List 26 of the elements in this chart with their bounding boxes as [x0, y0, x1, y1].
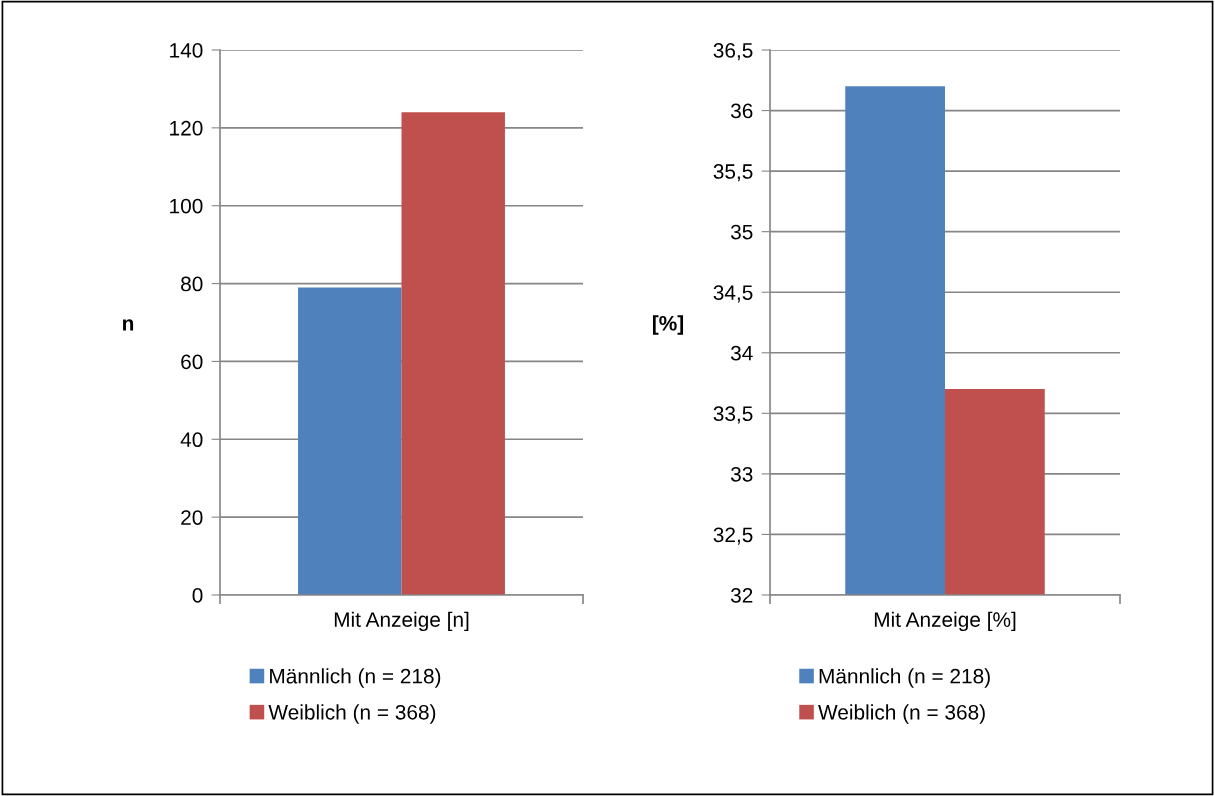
legend-label: Weiblich (n = 368)	[268, 704, 436, 724]
legend-label: Weiblich (n = 368)	[818, 704, 985, 724]
y-tick-label: 33	[730, 466, 753, 482]
y-tick-label: 140	[170, 43, 203, 58]
y-tick-label: 33,5	[713, 406, 753, 424]
y-axis-title: [%]	[652, 315, 684, 335]
legend-label: Männlich (n = 218)	[819, 668, 990, 688]
legend-label: Männlich (n = 218)	[270, 668, 441, 688]
y-tick-label: 32	[730, 588, 753, 603]
y-tick-label: 35	[730, 224, 753, 240]
y-tick-label: 36,5	[713, 43, 753, 61]
y-tick-label: 120	[170, 120, 203, 136]
y-tick-label: 34,5	[713, 285, 753, 303]
y-axis-title: n	[123, 319, 134, 331]
y-tick-label: 32,5	[713, 527, 753, 545]
y-tick-label: 60	[181, 354, 203, 370]
y-tick-label: 0	[192, 588, 203, 603]
y-tick-label: 40	[180, 432, 203, 448]
y-tick-label: 20	[181, 510, 203, 525]
y-tick-label: 34	[730, 345, 753, 361]
y-tick-label: 36	[730, 103, 753, 119]
y-tick-label: 100	[170, 198, 203, 214]
x-tick-label: Mit Anzeige [n]	[334, 611, 469, 632]
y-tick-label: 80	[181, 276, 203, 292]
x-tick-label: Mit Anzeige [%]	[874, 611, 1016, 632]
y-tick-label: 35,5	[713, 164, 753, 182]
